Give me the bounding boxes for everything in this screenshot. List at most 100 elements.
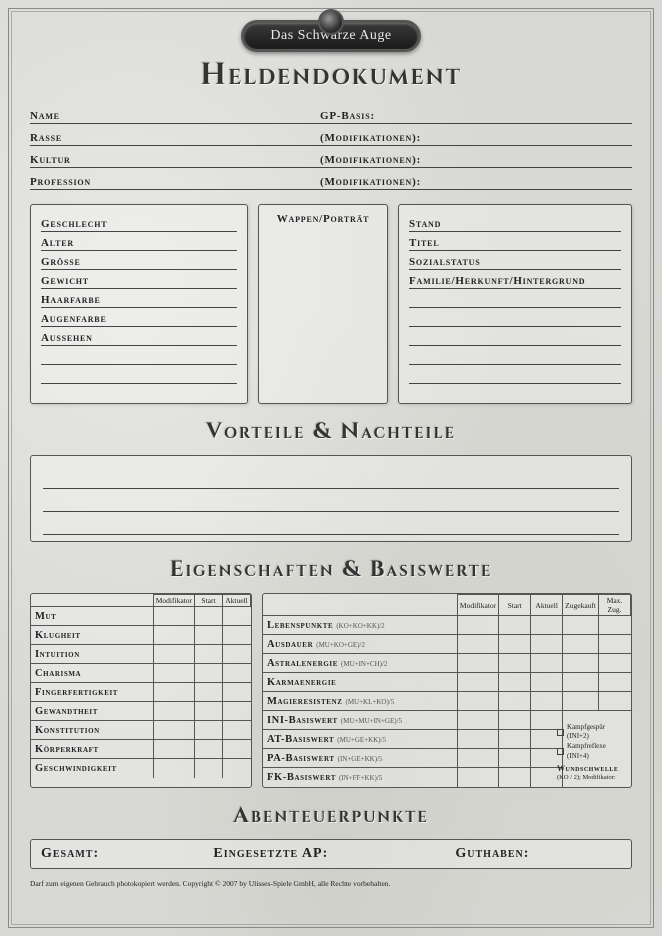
value-cell[interactable] bbox=[599, 635, 631, 654]
blank-line[interactable] bbox=[409, 327, 621, 346]
adventure-points-panel: Gesamt: Eingesetzte AP: Guthaben: bbox=[30, 839, 632, 869]
value-cell[interactable] bbox=[153, 664, 194, 683]
social-field[interactable]: Stand bbox=[409, 213, 621, 232]
blank-line[interactable] bbox=[409, 365, 621, 384]
value-cell[interactable] bbox=[457, 654, 498, 673]
value-cell[interactable] bbox=[195, 664, 223, 683]
value-cell[interactable] bbox=[499, 730, 531, 749]
value-cell[interactable] bbox=[223, 759, 251, 778]
value-cell[interactable] bbox=[499, 673, 531, 692]
value-cell[interactable] bbox=[499, 692, 531, 711]
value-cell[interactable] bbox=[195, 683, 223, 702]
value-cell[interactable] bbox=[531, 692, 563, 711]
physical-field[interactable]: Grösse bbox=[41, 251, 237, 270]
value-cell[interactable] bbox=[223, 607, 251, 626]
value-cell[interactable] bbox=[153, 702, 194, 721]
formula: (MU+IN+CH)/2 bbox=[341, 660, 387, 668]
table-row: Astralenergie(MU+IN+CH)/2 bbox=[263, 654, 631, 673]
value-cell[interactable] bbox=[499, 616, 531, 635]
physical-field[interactable]: Gewicht bbox=[41, 270, 237, 289]
blank-line[interactable] bbox=[409, 289, 621, 308]
column-header: Aktuell bbox=[223, 595, 251, 607]
value-cell[interactable] bbox=[457, 635, 498, 654]
ap-label: Guthaben: bbox=[455, 846, 529, 862]
header-field[interactable]: (Modifikationen): bbox=[320, 168, 632, 190]
header-field[interactable]: Kultur bbox=[30, 146, 320, 168]
value-cell[interactable] bbox=[499, 654, 531, 673]
value-cell[interactable] bbox=[457, 768, 498, 787]
value-cell[interactable] bbox=[153, 683, 194, 702]
social-field[interactable]: Titel bbox=[409, 232, 621, 251]
value-cell[interactable] bbox=[153, 740, 194, 759]
value-cell[interactable] bbox=[153, 721, 194, 740]
value-cell[interactable] bbox=[153, 759, 194, 778]
value-cell[interactable] bbox=[457, 711, 498, 730]
value-cell[interactable] bbox=[223, 702, 251, 721]
header-field[interactable]: GP-Basis: bbox=[320, 102, 632, 124]
physical-field[interactable]: Geschlecht bbox=[41, 213, 237, 232]
value-cell[interactable] bbox=[195, 645, 223, 664]
blank-line[interactable] bbox=[41, 346, 237, 365]
value-cell[interactable] bbox=[563, 616, 599, 635]
ap-field[interactable]: Gesamt: bbox=[41, 846, 203, 862]
physical-field[interactable]: Aussehen bbox=[41, 327, 237, 346]
value-cell[interactable] bbox=[153, 645, 194, 664]
value-cell[interactable] bbox=[499, 711, 531, 730]
value-cell[interactable] bbox=[499, 768, 531, 787]
header-field[interactable]: Name bbox=[30, 102, 320, 124]
ap-label: Eingesetzte AP: bbox=[213, 846, 328, 862]
value-cell[interactable] bbox=[223, 721, 251, 740]
value-cell[interactable] bbox=[563, 673, 599, 692]
table-row: Charisma bbox=[31, 664, 251, 683]
value-cell[interactable] bbox=[153, 626, 194, 645]
value-cell[interactable] bbox=[457, 749, 498, 768]
value-cell[interactable] bbox=[223, 683, 251, 702]
value-cell[interactable] bbox=[531, 673, 563, 692]
physical-field[interactable]: Alter bbox=[41, 232, 237, 251]
physical-field[interactable]: Augenfarbe bbox=[41, 308, 237, 327]
checkbox-kampfreflexe[interactable] bbox=[557, 748, 564, 755]
value-cell[interactable] bbox=[195, 721, 223, 740]
ap-field[interactable]: Eingesetzte AP: bbox=[213, 846, 445, 862]
header-field[interactable]: Rasse bbox=[30, 124, 320, 146]
header-field[interactable]: (Modifikationen): bbox=[320, 146, 632, 168]
social-field[interactable]: Sozialstatus bbox=[409, 251, 621, 270]
value-cell[interactable] bbox=[223, 645, 251, 664]
attribute-name: Klugheit bbox=[31, 626, 153, 645]
value-cell[interactable] bbox=[195, 740, 223, 759]
value-cell[interactable] bbox=[563, 654, 599, 673]
value-cell[interactable] bbox=[563, 635, 599, 654]
value-cell[interactable] bbox=[531, 654, 563, 673]
checkbox-kampfgespur[interactable] bbox=[557, 729, 564, 736]
social-field[interactable]: Familie/Herkunft/Hintergrund bbox=[409, 270, 621, 289]
blank-line[interactable] bbox=[41, 365, 237, 384]
value-cell[interactable] bbox=[531, 635, 563, 654]
physical-field[interactable]: Haarfarbe bbox=[41, 289, 237, 308]
value-cell[interactable] bbox=[223, 740, 251, 759]
blank-line[interactable] bbox=[409, 346, 621, 365]
value-cell[interactable] bbox=[599, 654, 631, 673]
value-cell[interactable] bbox=[457, 692, 498, 711]
value-cell[interactable] bbox=[563, 692, 599, 711]
ap-field[interactable]: Guthaben: bbox=[455, 846, 641, 862]
value-cell[interactable] bbox=[457, 673, 498, 692]
value-cell[interactable] bbox=[153, 607, 194, 626]
value-cell[interactable] bbox=[599, 692, 631, 711]
value-cell[interactable] bbox=[223, 626, 251, 645]
value-cell[interactable] bbox=[195, 626, 223, 645]
value-cell[interactable] bbox=[457, 730, 498, 749]
value-cell[interactable] bbox=[531, 616, 563, 635]
value-cell[interactable] bbox=[195, 702, 223, 721]
header-field[interactable]: Profession bbox=[30, 168, 320, 190]
formula: (KO+KO+KK)/2 bbox=[336, 622, 384, 630]
value-cell[interactable] bbox=[499, 635, 531, 654]
value-cell[interactable] bbox=[195, 607, 223, 626]
header-field[interactable]: (Modifikationen): bbox=[320, 124, 632, 146]
value-cell[interactable] bbox=[223, 664, 251, 683]
value-cell[interactable] bbox=[499, 749, 531, 768]
value-cell[interactable] bbox=[457, 616, 498, 635]
value-cell[interactable] bbox=[599, 673, 631, 692]
value-cell[interactable] bbox=[195, 759, 223, 778]
blank-line[interactable] bbox=[409, 308, 621, 327]
value-cell[interactable] bbox=[599, 616, 631, 635]
